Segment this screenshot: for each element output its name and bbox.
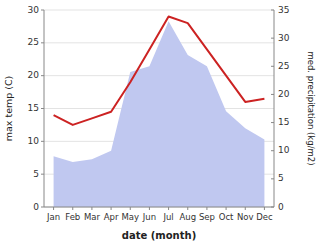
y2-tick-label: 30: [278, 33, 290, 43]
x-axis-line: [44, 207, 274, 208]
x-tick-label: May: [121, 212, 139, 222]
y2-axis-line: [274, 10, 275, 207]
grid-line: [44, 42, 274, 43]
y2-tick-label: 35: [278, 5, 289, 15]
x-tick-label: Jan: [46, 212, 60, 222]
grid-line: [44, 207, 274, 208]
x-tick: [111, 207, 112, 210]
x-tick: [91, 207, 92, 210]
y2-tick-label: 15: [278, 117, 289, 127]
y-tick: [41, 10, 44, 11]
x-axis-label: date (month): [122, 230, 196, 241]
y2-axis-label: med. precipitation (kg/m2): [306, 51, 316, 165]
x-tick: [264, 207, 265, 210]
x-tick: [53, 207, 54, 210]
y2-tick: [271, 38, 274, 39]
x-tick: [149, 207, 150, 210]
y-tick-label: 10: [28, 136, 40, 146]
y-tick-label: 30: [28, 5, 40, 15]
x-tick: [72, 207, 73, 210]
y-tick: [41, 42, 44, 43]
y2-tick: [271, 122, 274, 123]
y2-tick: [271, 94, 274, 95]
y2-tick: [271, 178, 274, 179]
x-tick-label: Apr: [104, 212, 119, 222]
x-tick-label: Sep: [199, 212, 215, 222]
y-tick: [41, 108, 44, 109]
y-tick-label: 20: [28, 70, 40, 80]
x-tick-label: Jun: [142, 212, 156, 222]
temperature-line: [54, 17, 265, 125]
y2-tick-label: 10: [278, 145, 290, 155]
y2-tick: [271, 207, 274, 208]
y-axis-label: max temp (C): [3, 76, 14, 142]
y2-tick: [271, 10, 274, 11]
y2-tick: [271, 66, 274, 67]
x-tick-label: Dec: [256, 212, 273, 222]
y-tick-label: 25: [28, 37, 39, 47]
x-tick-label: Nov: [237, 212, 254, 222]
x-tick: [245, 207, 246, 210]
x-tick: [226, 207, 227, 210]
y2-tick-label: 0: [278, 202, 284, 212]
y-tick: [41, 207, 44, 208]
axes: 0 5 10 15 20 25 30 0 5 10 15 20 25 30 35 Jan Feb MarAprMa…: [28, 5, 290, 223]
y-tick: [41, 174, 44, 175]
y2-tick: [271, 150, 274, 151]
x-tick-label: Mar: [84, 212, 101, 222]
plot-area: [54, 17, 265, 207]
y-tick: [41, 141, 44, 142]
y2-tick-label: 20: [278, 89, 290, 99]
y-tick-label: 15: [28, 103, 39, 113]
x-tick: [206, 207, 207, 210]
x-tick-label: Jul: [162, 212, 173, 222]
y-tick-label: 5: [33, 169, 39, 179]
x-tick-label: Feb: [65, 212, 80, 222]
x-tick-label: Aug: [179, 212, 196, 222]
y-tick-label: 0: [33, 202, 39, 212]
x-tick: [168, 207, 169, 210]
x-tick-label: Oct: [219, 212, 234, 222]
y2-tick-label: 25: [278, 61, 289, 71]
grid: [44, 10, 274, 207]
y-tick: [41, 75, 44, 76]
chart: 0 5 10 15 20 25 30 0 5 10 15 20 25 30 35 Jan Feb MarAprMa…: [0, 0, 318, 247]
precipitation-area: [54, 21, 265, 207]
y2-tick-label: 5: [278, 173, 284, 183]
x-tick: [187, 207, 188, 210]
grid-line: [44, 10, 274, 11]
x-tick: [130, 207, 131, 210]
